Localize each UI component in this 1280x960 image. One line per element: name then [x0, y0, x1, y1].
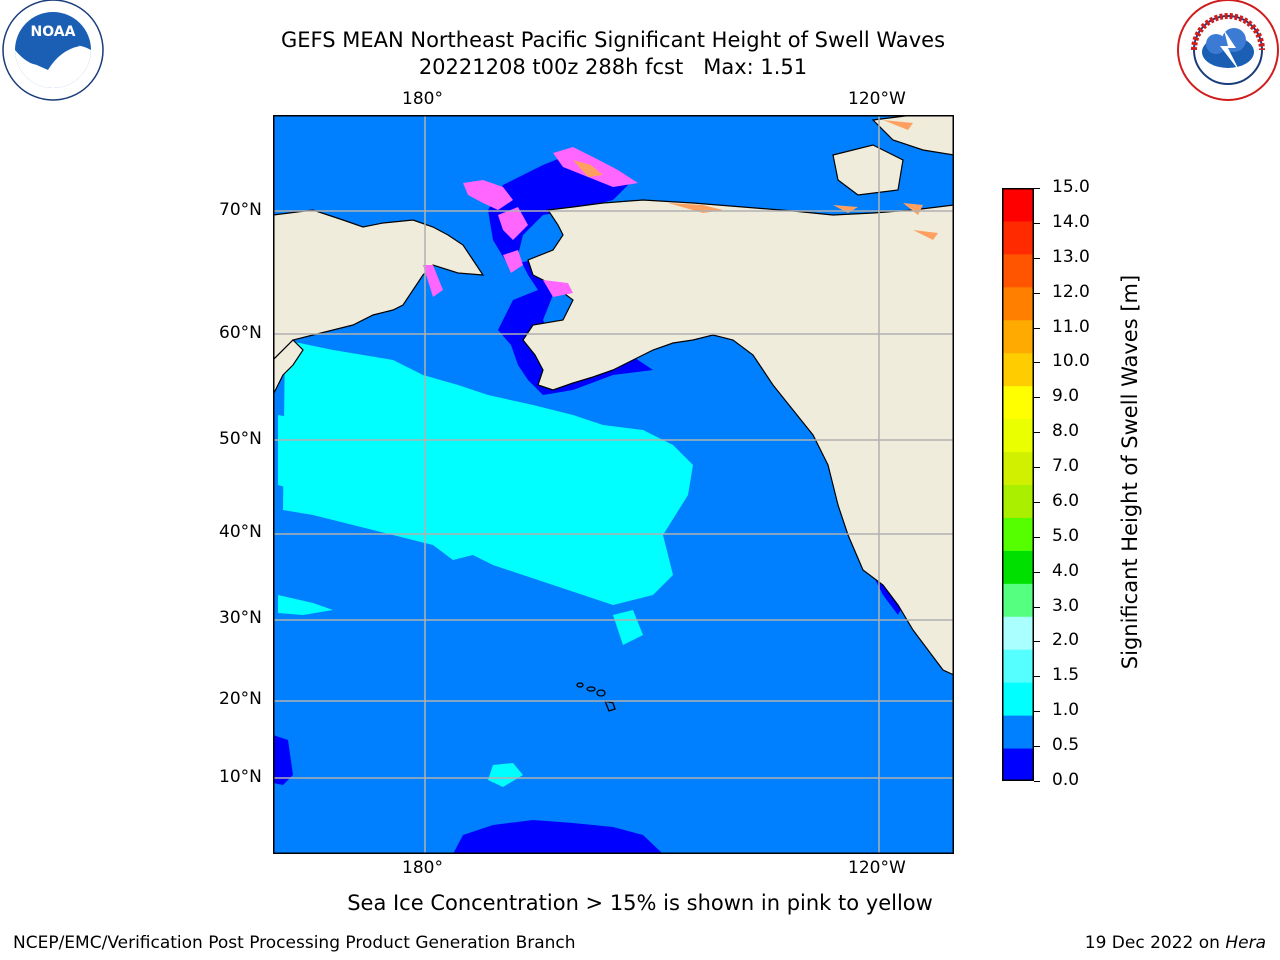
colorbar-tick-label: 5.0 — [1052, 525, 1080, 546]
lon-label-bottom-120w: 120°W — [848, 858, 906, 878]
colorbar-tick-mark — [1034, 397, 1040, 399]
colorbar-tick-mark — [1034, 746, 1040, 748]
land-arctic-island — [832, 144, 904, 196]
colorbar-tick-label: 4.0 — [1052, 560, 1080, 581]
colorbar-segment — [1002, 616, 1034, 650]
colorbar-tick-label: 7.0 — [1052, 456, 1080, 477]
footer-date: 19 Dec 2022 on Hera — [1085, 933, 1266, 953]
map-title: GEFS MEAN Northeast Pacific Significant … — [280, 28, 946, 52]
lat-label-50n: 50°N — [219, 429, 262, 449]
colorbar-tick-mark — [1034, 222, 1040, 224]
map-gridlines — [273, 115, 954, 854]
lat-label-70n: 70°N — [219, 200, 262, 220]
lon-label-top-180: 180° — [402, 89, 443, 109]
lat-label-30n: 30°N — [219, 608, 262, 628]
noaa-logo: NOAA — [2, 0, 104, 101]
colorbar-tick-mark — [1034, 257, 1040, 259]
land-kamchatka — [273, 339, 304, 396]
colorbar-tick-mark — [1034, 467, 1040, 469]
colorbar-tick-label: 1.5 — [1052, 665, 1080, 686]
colorbar-frame — [1002, 188, 1034, 781]
colorbar-tick-mark — [1034, 571, 1040, 573]
colorbar-tick-mark — [1034, 327, 1040, 329]
map-panel — [273, 115, 954, 854]
colorbar-segment — [1002, 649, 1034, 683]
colorbar-tick-mark — [1034, 292, 1040, 294]
colorbar-tick-mark — [1034, 362, 1040, 364]
colorbar-tick-label: 9.0 — [1052, 386, 1080, 407]
colorbar-tick-label: 8.0 — [1052, 421, 1080, 442]
colorbar-segment — [1002, 253, 1034, 288]
colorbar-segment — [1002, 748, 1034, 781]
colorbar-tick-label: 0.0 — [1052, 770, 1080, 790]
footer-host: Hera — [1225, 933, 1266, 953]
colorbar-tick-mark — [1034, 501, 1040, 503]
sea-ice — [423, 120, 938, 297]
lat-label-40n: 40°N — [219, 522, 262, 542]
colorbar-tick-label: 13.0 — [1052, 246, 1090, 267]
colorbar-segment — [1002, 188, 1034, 222]
land-north-america — [522, 199, 954, 676]
colorbar-tick-mark — [1034, 641, 1040, 643]
colorbar-segment — [1002, 220, 1034, 255]
colorbar-segment — [1002, 385, 1034, 420]
map-subtitle: 20221208 t00z 288h fcst Max: 1.51 — [418, 55, 808, 79]
colorbar-tick-mark — [1034, 711, 1040, 713]
footer-credit: NCEP/EMC/Verification Post Processing Pr… — [13, 933, 576, 953]
colorbar-tick-mark — [1034, 781, 1040, 782]
colorbar-segment — [1002, 286, 1034, 321]
colorbar-segment — [1002, 583, 1034, 617]
lat-label-60n: 60°N — [219, 323, 262, 343]
colorbar-segment — [1002, 682, 1034, 716]
colorbar-segment — [1002, 550, 1034, 584]
colorbar-tick-label: 3.0 — [1052, 595, 1080, 616]
svg-text:NOAA: NOAA — [31, 24, 76, 40]
swell-cyan-region — [278, 340, 693, 787]
colorbar-tick-label: 6.0 — [1052, 490, 1080, 511]
land-asia — [273, 209, 485, 361]
colorbar-tick-mark — [1034, 536, 1040, 538]
colorbar-tick-mark — [1034, 188, 1040, 189]
nws-logo — [1177, 0, 1279, 101]
lat-label-20n: 20°N — [219, 689, 262, 709]
lon-label-top-120w: 120°W — [848, 89, 906, 109]
colorbar-segment — [1002, 352, 1034, 387]
colorbar-ticks: 0.0 0.5 1.0 1.5 2.0 3.0 4.0 5.0 6.0 7.0 8.0 9.0 10.0… — [1034, 177, 1106, 790]
colorbar-segment — [1002, 418, 1034, 453]
colorbar-tick-label: 15.0 — [1052, 177, 1090, 197]
colorbar-segment — [1002, 517, 1034, 551]
colorbar-tick-label: 2.0 — [1052, 630, 1080, 651]
colorbar-segment — [1002, 451, 1034, 485]
colorbar-segment — [1002, 715, 1034, 749]
footer-date-text: 19 Dec 2022 on — [1084, 933, 1226, 953]
colorbar-tick-mark — [1034, 432, 1040, 434]
sea-ice-note: Sea Ice Concentration > 15% is shown in … — [347, 891, 933, 915]
colorbar-segment — [1002, 319, 1034, 354]
colorbar-tick-label: 10.0 — [1052, 351, 1090, 372]
colorbar-tick-mark — [1034, 676, 1040, 678]
colorbar-tick-label: 14.0 — [1052, 211, 1090, 232]
land-hawaii — [576, 682, 616, 712]
lat-label-10n: 10°N — [219, 767, 262, 787]
colorbar-tick-label: 0.5 — [1052, 735, 1080, 756]
colorbar-tick-mark — [1034, 606, 1040, 608]
colorbar-tick-label: 11.0 — [1052, 316, 1090, 337]
colorbar-tick-label: 1.0 — [1052, 700, 1080, 721]
colorbar-label: Significant Height of Swell Waves [m] — [1118, 274, 1142, 670]
land-arctic-island-2 — [871, 115, 954, 156]
colorbar-segment — [1002, 484, 1034, 518]
lon-label-bottom-180: 180° — [402, 858, 443, 878]
colorbar-tick-label: 12.0 — [1052, 281, 1090, 302]
colorbar — [1002, 188, 1034, 781]
map-frame — [273, 115, 954, 854]
